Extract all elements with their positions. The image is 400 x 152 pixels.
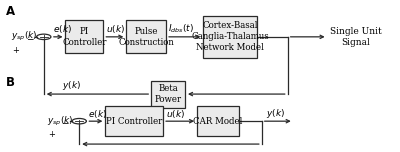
Text: $I_{dbs}(t)$: $I_{dbs}(t)$ bbox=[168, 22, 194, 35]
Text: $y(k)$: $y(k)$ bbox=[62, 79, 82, 92]
Text: $e(k)$: $e(k)$ bbox=[88, 108, 107, 120]
Text: $+$: $+$ bbox=[12, 45, 20, 55]
Bar bbox=[126, 20, 166, 53]
Text: PI
Controller: PI Controller bbox=[62, 27, 107, 47]
Text: $-$: $-$ bbox=[26, 33, 34, 42]
Bar bbox=[197, 106, 239, 136]
Text: $y(k)$: $y(k)$ bbox=[266, 107, 285, 120]
Text: B: B bbox=[6, 76, 14, 89]
Bar bbox=[105, 106, 163, 136]
Text: Single Unit
Signal: Single Unit Signal bbox=[330, 27, 381, 47]
Text: Cortex-Basal
Ganglia-Thalamus
Network Model: Cortex-Basal Ganglia-Thalamus Network Mo… bbox=[191, 21, 269, 52]
Text: Pulse
Construction: Pulse Construction bbox=[118, 27, 174, 47]
Bar bbox=[66, 20, 103, 53]
Text: $-$: $-$ bbox=[62, 117, 70, 126]
Text: A: A bbox=[6, 5, 15, 18]
Text: Beta
Power: Beta Power bbox=[154, 84, 182, 104]
Text: $y_{sp}(k)$: $y_{sp}(k)$ bbox=[46, 115, 73, 128]
Text: PI Controller: PI Controller bbox=[106, 117, 162, 126]
Bar bbox=[151, 81, 185, 108]
Text: CAR Model: CAR Model bbox=[193, 117, 243, 126]
Bar bbox=[203, 16, 257, 58]
Text: $y_{sp}(k)$: $y_{sp}(k)$ bbox=[11, 30, 37, 43]
Text: $u(k)$: $u(k)$ bbox=[166, 108, 185, 120]
Text: $+$: $+$ bbox=[48, 129, 56, 139]
Text: $u(k)$: $u(k)$ bbox=[106, 22, 125, 35]
Text: $e(k)$: $e(k)$ bbox=[52, 22, 72, 35]
